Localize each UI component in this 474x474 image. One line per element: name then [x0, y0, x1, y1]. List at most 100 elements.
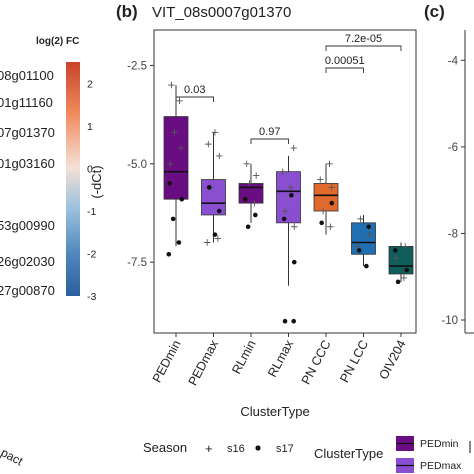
point-s16: [402, 243, 409, 250]
panel-b-title: VIT_08s0007g01370: [152, 4, 291, 21]
panel-c: (c) -4 -6 -8 -10: [424, 2, 474, 334]
x-tick-label: OIV204: [376, 338, 408, 382]
box-rlmax: [276, 171, 301, 224]
point-s17: [392, 248, 398, 253]
point-s16: [291, 223, 298, 230]
gene-label: 53g00990: [0, 218, 55, 233]
point-s16: [279, 168, 286, 175]
point-s16: [205, 140, 212, 148]
fc-legend-title: log(2) FC: [36, 36, 79, 47]
panel-c-y-ticks: -4 -6 -8 -10: [441, 55, 465, 327]
y-tick-label: -5.0: [127, 159, 147, 171]
point-s16: [171, 129, 178, 136]
cluster-label-pedmax: PEDmax: [420, 460, 462, 472]
comparison-pvalue: 0.00051: [325, 55, 365, 67]
point-s17: [166, 251, 172, 257]
fc-colorbar: [66, 62, 80, 296]
point-s16: [290, 144, 297, 152]
point-s16: [287, 184, 295, 191]
season-legend: Season + s16 s17: [143, 440, 294, 456]
box-pedmax: [201, 179, 226, 216]
point-s17: [167, 181, 172, 186]
point-s16: [216, 152, 223, 160]
x-axis-label: ClusterType: [240, 404, 309, 419]
gene-label: 01g03160: [0, 156, 55, 171]
cluster-legend: ClusterType PEDmin PEDmax: [314, 436, 471, 473]
point-s17: [364, 263, 369, 269]
point-s17: [319, 220, 324, 226]
point-s17: [206, 185, 212, 190]
season-s17-label: s17: [276, 443, 294, 455]
x-axis-ticks: PEDmin PEDmax RLmin RLmax PN CCC PN LCC OIV204: [150, 333, 409, 388]
point-s16: [392, 255, 400, 262]
box-rlmin: [238, 183, 264, 204]
point-s17: [329, 200, 335, 206]
data-points: [166, 81, 410, 324]
x-tick-label: PN CCC: [299, 338, 334, 387]
point-s16: [251, 199, 258, 207]
gene-label: 08g01100: [0, 68, 54, 83]
point-s17: [253, 212, 258, 218]
point-s16: [203, 239, 211, 246]
point-s16: [167, 160, 174, 167]
gene-label: 27g00870: [0, 283, 55, 298]
boxplots: [163, 85, 414, 286]
point-s16: [328, 184, 335, 191]
point-s17: [395, 279, 401, 285]
cluster-label-pedmin: PEDmin: [420, 438, 459, 450]
comparison-pvalue: 0.97: [259, 126, 280, 138]
point-s16: [214, 235, 222, 242]
point-s16: [252, 172, 260, 179]
box-pn-ccc: [313, 183, 339, 212]
significance-brackets: 0.03 0.97 0.00051 7.2e-05: [175, 33, 402, 144]
point-s16: [177, 144, 185, 152]
fc-tick-label: 1: [87, 121, 93, 133]
comparison-bracket: [250, 138, 289, 144]
panel-c-tag: (c): [424, 2, 445, 21]
point-s17: [242, 196, 248, 202]
panel-c-tick-label: -10: [441, 315, 458, 327]
fc-tick-label: -1: [87, 206, 96, 218]
point-s16: [357, 215, 364, 223]
y-tick-label: -2.5: [127, 60, 147, 72]
panel-b: (b) VIT_08s0007g01370 (-dCt) ClusterType…: [89, 2, 417, 419]
comparison-pvalue: 0.03: [184, 84, 205, 96]
season-legend-title: Season: [143, 440, 187, 455]
point-s16: [246, 180, 253, 187]
gene-label: 26g02030: [0, 254, 55, 269]
gene-label: 01g11160: [0, 95, 53, 110]
panel-c-tick-label: -4: [448, 55, 459, 67]
point-s17: [281, 216, 287, 222]
point-s16: [366, 231, 373, 238]
gene-label: 07g01370: [0, 125, 55, 140]
panel-c-tick-label: -8: [448, 228, 458, 240]
cluster-legend-title: ClusterType: [314, 446, 383, 461]
point-s17: [291, 318, 296, 324]
x-tick-label: PEDmax: [186, 337, 222, 388]
point-s16: [168, 81, 175, 89]
point-s17: [212, 232, 218, 237]
plot-frame: [153, 29, 417, 334]
point-s16: [354, 243, 361, 250]
fc-tick-label: -3: [87, 291, 96, 303]
bottom-cropped-label: pact: [0, 445, 26, 468]
point-s16: [327, 223, 334, 230]
point-s16: [326, 160, 333, 167]
comparison-bracket: [325, 45, 402, 51]
x-tick-label: RLmin: [229, 338, 258, 377]
point-s16: [281, 207, 289, 215]
x-tick-label: PN LCC: [337, 338, 371, 385]
y-axis-ticks: -2.5 -5.0 -7.5: [127, 60, 154, 269]
panel-c-tick-label: -6: [448, 142, 458, 154]
box-oiv204: [388, 246, 414, 275]
fc-tick-label: 0: [87, 163, 93, 175]
season-s16-symbol: +: [205, 441, 213, 456]
box-pedmin: [163, 116, 189, 200]
point-s16: [211, 129, 219, 136]
fc-tick-label: -2: [87, 248, 96, 260]
point-s16: [243, 160, 250, 167]
x-tick-label: PEDmin: [150, 338, 184, 385]
season-s17-symbol: [255, 445, 261, 451]
point-s17: [170, 216, 176, 222]
